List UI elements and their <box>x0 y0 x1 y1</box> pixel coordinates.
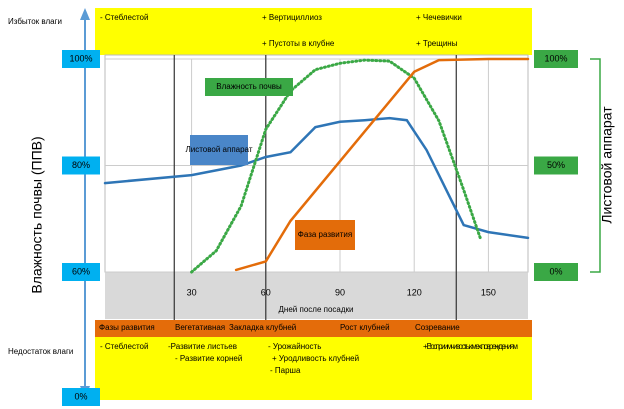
bottom-effect: - Парша <box>270 366 301 375</box>
x-axis-title: Дней после посадки <box>279 305 354 314</box>
y2-tick-box <box>534 263 578 281</box>
bottom-effect: - Развитие корней <box>175 354 242 363</box>
top-effect: - Стеблестой <box>100 13 148 22</box>
legend-label: Влажность почвы <box>216 82 282 91</box>
y2-tick-label: 0% <box>549 266 562 276</box>
phase-label: Созревание <box>415 323 460 332</box>
series-line <box>190 58 483 274</box>
series-callout <box>295 220 355 250</box>
top-effect: + Пустоты в клубне <box>262 39 335 48</box>
bottom-effect: + Уродливость клубней <box>272 354 359 363</box>
y-tick-label: 80% <box>72 160 90 170</box>
y2-tick-box <box>534 156 578 175</box>
top-effect: + Трещины <box>416 39 458 48</box>
top-effect: + Вертициллиоз <box>262 13 322 22</box>
excess-band <box>95 8 532 55</box>
y2-axis-title: Листовой аппарат <box>599 106 615 224</box>
y-tick-box <box>62 263 100 281</box>
bottom-effect: + Восприимчивость к мех повреждениям <box>423 342 518 351</box>
y2-bracket <box>590 58 601 273</box>
bottom-effect: - Стеблестой <box>100 342 148 351</box>
y-tick-label: 100% <box>69 53 92 63</box>
phase-label: Вегетативная <box>175 323 225 332</box>
top-effect: + Чечевички <box>416 13 462 22</box>
phase-label: Рост клубней <box>340 323 390 332</box>
legend-label: Фаза развития <box>298 230 352 239</box>
series-callout <box>190 135 248 165</box>
series-line <box>103 116 530 240</box>
bottom-effect: - Урожайность <box>268 342 321 351</box>
deficit-tick-box <box>62 388 100 406</box>
deficit-tick: 0% <box>74 391 87 401</box>
legend-label: Листовой аппарат <box>186 145 253 154</box>
series-callout <box>205 78 293 96</box>
y-tick-box <box>62 50 100 68</box>
x-axis-band <box>105 272 528 319</box>
x-tick-label: 30 <box>187 287 197 297</box>
x-tick-label: 120 <box>407 287 422 297</box>
excess-label: Избыток влаги <box>8 17 62 26</box>
y-tick-box <box>62 156 100 175</box>
y2-tick-label: 50% <box>547 160 565 170</box>
y2-tick-box <box>534 50 578 68</box>
phase-label: Закладка клубней <box>229 323 296 332</box>
series-line <box>234 57 530 272</box>
y-tick-label: 60% <box>72 266 90 276</box>
x-tick-label: 150 <box>481 287 496 297</box>
phases-title: Фазы развития <box>99 323 155 332</box>
deficit-label: Недостаток влаги <box>8 347 73 356</box>
y-axis-title: Влажность почвы (ППВ) <box>29 136 45 293</box>
x-tick-label: 90 <box>335 287 345 297</box>
phase-band <box>95 320 532 337</box>
bottom-effect: -Развитие листьев <box>168 342 237 351</box>
deficit-band <box>95 337 532 400</box>
y2-tick-label: 100% <box>544 53 567 63</box>
